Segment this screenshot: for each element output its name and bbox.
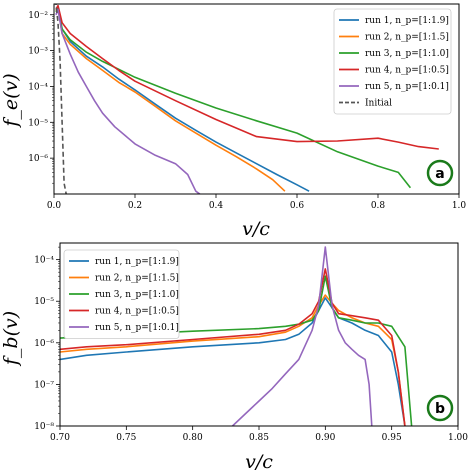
legend-label-1: run 1, n_p=[1:1.9] <box>365 16 449 26</box>
x-tick-label: 0.70 <box>50 433 70 443</box>
x-tick-label: 0.90 <box>315 433 335 443</box>
legend-label-1: run 1, n_p=[1:1.9] <box>95 257 179 267</box>
y-axis-label: f_e(v) <box>0 73 22 128</box>
y-axis-label: f_b(v) <box>0 311 22 367</box>
x-tick-label: 0.85 <box>249 433 269 443</box>
series-line-2 <box>55 6 286 192</box>
legend: run 1, n_p=[1:1.9]run 2, n_p=[1:1.5]run … <box>63 249 180 339</box>
panel-badge-label: a <box>435 166 444 182</box>
legend-label-2: run 2, n_p=[1:1.5] <box>365 33 449 43</box>
series-line-5 <box>55 8 201 194</box>
series-line-1 <box>60 297 406 426</box>
x-axis-label: v/c <box>245 451 273 473</box>
y-tick-label: 10⁻⁴ <box>34 256 54 266</box>
plot-frame <box>53 3 460 195</box>
y-tick-label: 10⁻³ <box>28 47 48 57</box>
y-tick-label: 10⁻⁵ <box>34 297 54 307</box>
series-group <box>60 246 413 426</box>
x-tick-label: 0.2 <box>128 201 142 211</box>
legend-label-3: run 3, n_p=[1:1.0] <box>95 290 179 300</box>
series-line-4 <box>55 4 439 150</box>
legend-label-4: run 4, n_p=[1:0.5] <box>365 66 449 76</box>
x-tick-label: 0.75 <box>116 433 136 443</box>
y-tick-label: 10⁻⁴ <box>28 82 48 92</box>
x-tick-label: 0.8 <box>371 201 386 211</box>
y-tick-label: 10⁻⁶ <box>34 339 54 349</box>
legend-label-5: run 5, n_p=[1:0.1] <box>365 82 449 92</box>
y-tick-label: 10⁻² <box>28 11 48 21</box>
panel-b: 0.70 0.75 0.80 0.85 0.90 0.95 1.00 10⁻⁸ 10⁻⁷ 10⁻⁶… <box>0 242 468 473</box>
panel-a: 0.0 0.2 0.4 0.6 0.8 1.0 10⁻⁶ 10⁻⁵ 10⁻⁴ 10⁻³ 10⁻² v/… <box>0 3 467 240</box>
legend-label-6: Initial <box>365 99 392 109</box>
y-tick-label: 10⁻⁸ <box>34 422 54 432</box>
x-tick-label: 0.6 <box>290 201 305 211</box>
y-tick-label: 10⁻⁷ <box>34 380 54 390</box>
y-tick-label: 10⁻⁵ <box>28 118 48 128</box>
series-line-2 <box>60 294 406 426</box>
x-tick-label: 0.4 <box>209 201 224 211</box>
legend-box <box>63 249 180 339</box>
x-tick-label: 0.95 <box>382 433 402 443</box>
x-tick-label: 1.0 <box>452 201 467 211</box>
series-line-3 <box>55 7 412 189</box>
legend-label-2: run 2, n_p=[1:1.5] <box>95 274 179 284</box>
legend: run 1, n_p=[1:1.9]run 2, n_p=[1:1.5]run … <box>333 8 452 115</box>
legend-label-5: run 5, n_p=[1:0.1] <box>95 323 179 333</box>
x-tick-label: 0.80 <box>183 433 203 443</box>
x-axis-label: v/c <box>242 218 270 240</box>
series-line-6 <box>55 4 67 194</box>
series-line-4 <box>60 268 406 426</box>
panel-badge-circle <box>426 394 454 422</box>
panel-badge-circle <box>426 159 454 187</box>
legend-label-3: run 3, n_p=[1:1.0] <box>365 49 449 59</box>
y-tick-label: 10⁻⁶ <box>28 154 48 164</box>
series-line-5 <box>231 246 373 426</box>
panel-badge-label: b <box>435 401 445 417</box>
legend-box <box>333 8 452 115</box>
legend-label-4: run 4, n_p=[1:0.5] <box>95 307 179 317</box>
x-tick-label: 0.0 <box>47 201 62 211</box>
x-tick-label: 1.00 <box>448 433 468 443</box>
series-group <box>55 4 439 194</box>
